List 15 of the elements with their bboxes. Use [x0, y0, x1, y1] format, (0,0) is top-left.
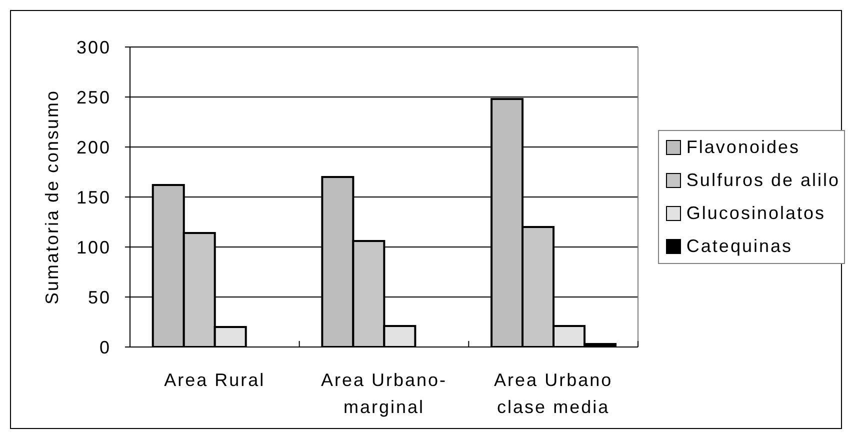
x-tick-label: Area Urbano-marginal — [320, 370, 448, 417]
y-tick-label: 50 — [88, 287, 111, 308]
legend-label: Sulfuros de alilo — [686, 170, 840, 191]
y-tick-label: 0 — [99, 337, 111, 358]
y-tick-label: 300 — [76, 37, 111, 58]
legend-label: Flavonoides — [686, 137, 800, 158]
y-tick-label: 200 — [76, 137, 111, 158]
legend-label: Glucosinolatos — [686, 203, 826, 224]
y-tick-label: 100 — [76, 237, 111, 258]
y-axis-title: Sumatoria de consumo — [42, 89, 62, 305]
y-tick-label: 250 — [76, 87, 111, 108]
x-tick-label: Area Urbano clase media — [494, 370, 613, 417]
y-tick-label: 150 — [76, 187, 111, 208]
legend-label: Catequinas — [686, 236, 792, 257]
x-tick-label: Area Rural — [164, 370, 266, 390]
